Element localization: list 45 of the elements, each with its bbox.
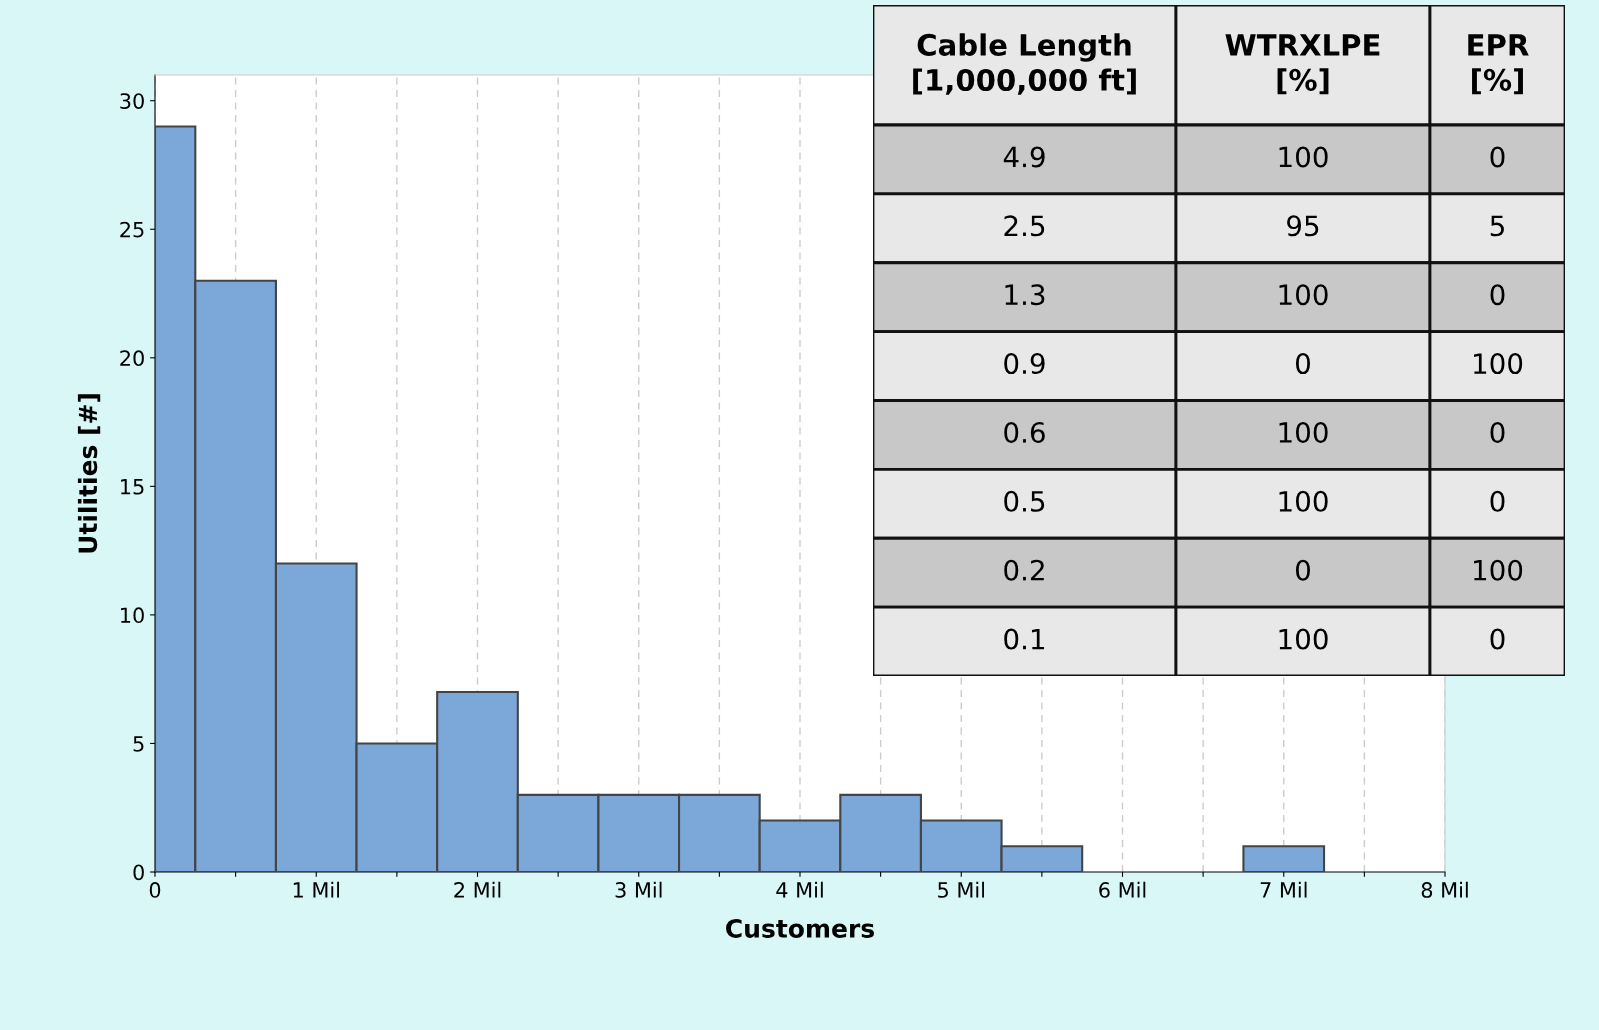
text: 2.5 [1004, 215, 1045, 237]
y-axis-title: Utilities [#] [77, 394, 101, 553]
text: 100 [1474, 353, 1523, 375]
text: 0.1 [1004, 628, 1045, 650]
text: 100 [1279, 421, 1328, 443]
x-tick-label: 6 Mil [1099, 881, 1146, 898]
text: 100 [1474, 559, 1523, 581]
text: 0 [1490, 421, 1505, 443]
y-tick-label: 30 [120, 93, 144, 109]
text: 100 [1279, 146, 1328, 168]
text: 0 [1490, 146, 1505, 168]
text: 5 [1490, 215, 1504, 237]
text: 4.9 [1003, 146, 1045, 168]
text: 0 [1490, 284, 1505, 306]
text: 0 [1490, 628, 1505, 650]
y-tick-label: 0 [133, 864, 144, 881]
text: 0.2 [1004, 559, 1044, 581]
text: 0.9 [1004, 353, 1045, 375]
y-tick-label: 20 [120, 350, 144, 367]
text: 0.6 [1004, 421, 1045, 443]
y-tick-label: 5 [133, 736, 144, 752]
x-tick-label: 5 Mil [938, 881, 985, 898]
text: 95 [1287, 215, 1319, 237]
y-tick-label: 25 [120, 221, 144, 238]
text: 0 [1295, 353, 1310, 375]
text: 100 [1279, 284, 1328, 306]
text: 0.5 [1004, 490, 1045, 512]
text: 0 [1295, 559, 1310, 581]
category-label: Cable Length [1,000,000 ft] [913, 33, 1136, 95]
text: 1.3 [1005, 284, 1045, 306]
text: 0 [1490, 490, 1505, 512]
text: 100 [1279, 628, 1328, 650]
y-tick-label: 10 [121, 607, 144, 624]
x-tick-label: 1 Mil [293, 881, 340, 898]
x-tick-label: 8 Mil [1421, 881, 1468, 898]
text: 100 [1279, 490, 1328, 512]
category-label: EPR [%] [1468, 34, 1529, 95]
x-tick-label: 7 Mil [1260, 881, 1307, 898]
x-tick-label: 2 Mil [454, 881, 501, 898]
x-axis-title: Customers [726, 918, 874, 938]
x-tick-label: 4 Mil [776, 881, 823, 898]
category-label: WTRXLPE [%] [1225, 34, 1380, 95]
x-tick-label: 3 Mil [615, 881, 662, 898]
y-tick-label: 15 [121, 479, 144, 495]
x-tick-label: 0 [149, 882, 161, 898]
